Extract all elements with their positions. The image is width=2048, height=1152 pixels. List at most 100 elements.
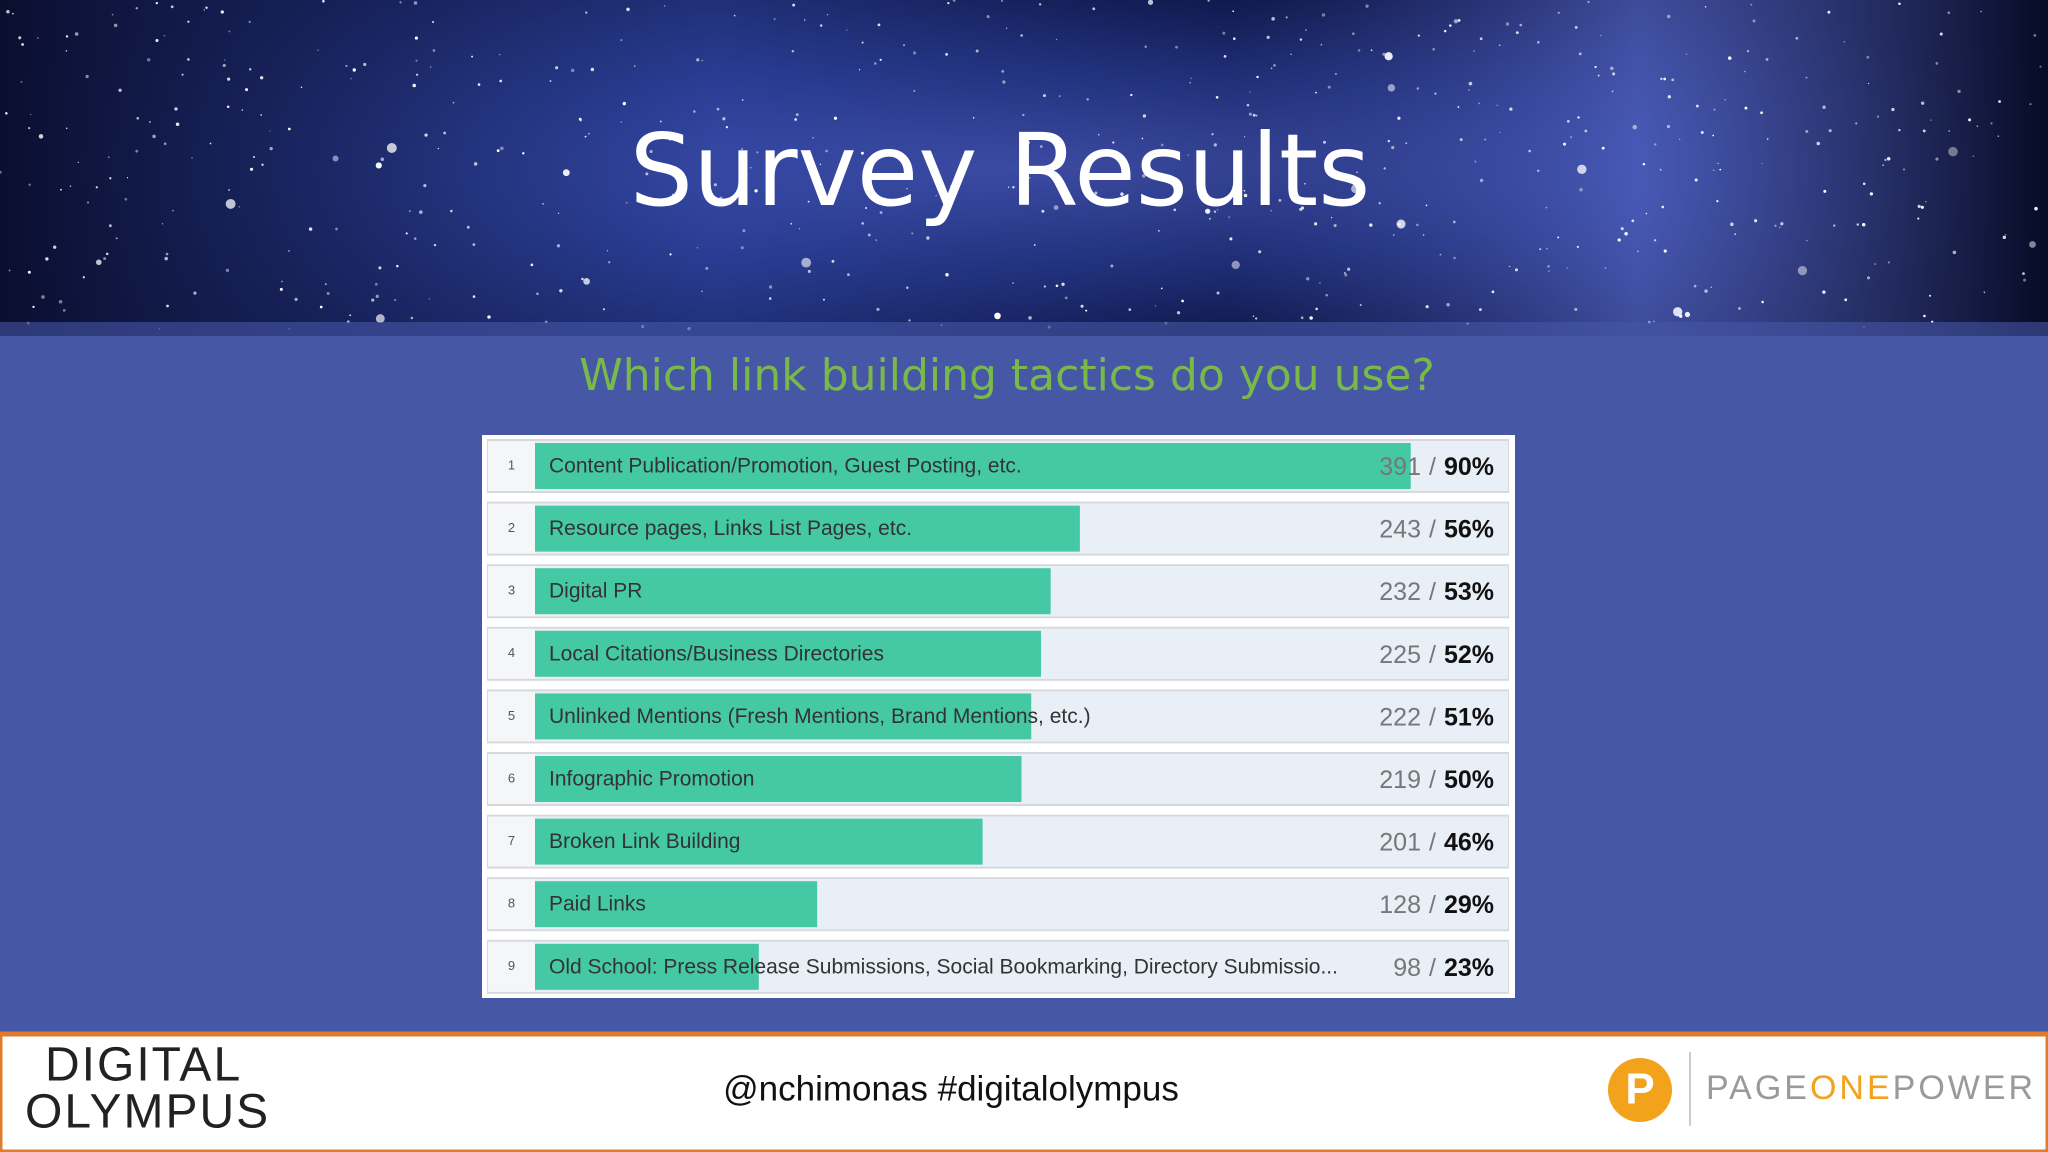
- star: [1867, 82, 1870, 85]
- star: [1309, 316, 1313, 320]
- star: [1666, 14, 1671, 19]
- star: [1719, 168, 1722, 171]
- star: [1694, 178, 1698, 182]
- star: [1930, 119, 1932, 122]
- star: [1499, 131, 1501, 134]
- star: [148, 120, 151, 123]
- star: [380, 157, 385, 162]
- star: [1028, 316, 1032, 320]
- star: [193, 291, 197, 295]
- star: [725, 125, 729, 129]
- star: [58, 300, 63, 304]
- star: [1315, 307, 1318, 311]
- star: [1086, 98, 1089, 101]
- star: [1141, 137, 1144, 140]
- star: [1383, 167, 1386, 170]
- star: [416, 73, 419, 76]
- star: [1717, 162, 1719, 165]
- bar: [535, 443, 1411, 489]
- star: [1917, 217, 1920, 220]
- star: [175, 122, 180, 127]
- star: [1754, 219, 1758, 223]
- star: [1519, 23, 1523, 27]
- star: [136, 116, 140, 120]
- star: [87, 201, 90, 204]
- star: [847, 273, 850, 277]
- category-label: Infographic Promotion: [549, 768, 754, 791]
- star: [926, 236, 930, 240]
- star: [903, 44, 905, 47]
- star: [1611, 90, 1614, 93]
- star: [77, 161, 79, 163]
- star: [1548, 270, 1550, 272]
- star: [1797, 266, 1808, 276]
- star: [1396, 219, 1406, 229]
- percent: 56%: [1444, 515, 1494, 543]
- star: [1574, 26, 1578, 29]
- star: [1357, 49, 1361, 52]
- rank: 2: [508, 520, 515, 535]
- rank: 9: [508, 958, 515, 973]
- star: [1002, 80, 1006, 84]
- star: [288, 249, 290, 252]
- star: [1231, 260, 1240, 270]
- star: [876, 307, 880, 311]
- star: [431, 20, 435, 24]
- star: [433, 243, 437, 247]
- star: [2023, 278, 2027, 282]
- bar: [535, 693, 1032, 740]
- star: [111, 13, 114, 16]
- star: [945, 272, 949, 277]
- star: [1666, 125, 1671, 129]
- star: [1216, 291, 1220, 295]
- star: [209, 142, 212, 145]
- star: [1058, 95, 1061, 98]
- star: [1673, 307, 1683, 317]
- star: [300, 86, 303, 89]
- star: [62, 308, 66, 312]
- star: [1584, 129, 1588, 133]
- star: [1539, 248, 1542, 251]
- star: [32, 305, 35, 309]
- star: [873, 62, 877, 65]
- star: [345, 64, 348, 68]
- bar: [535, 568, 1051, 615]
- star: [109, 177, 112, 180]
- star: [496, 149, 500, 153]
- star: [155, 2, 158, 5]
- star: [1305, 29, 1307, 31]
- star: [659, 120, 662, 123]
- star: [913, 89, 916, 93]
- star: [424, 133, 428, 137]
- star: [1158, 230, 1160, 232]
- star: [875, 239, 878, 241]
- star: [21, 43, 24, 46]
- star: [499, 79, 503, 83]
- star: [1327, 85, 1331, 89]
- star: [1434, 92, 1437, 95]
- star: [1243, 189, 1246, 192]
- star: [2033, 34, 2037, 37]
- star: [1085, 309, 1088, 312]
- count: 222: [1379, 703, 1421, 731]
- star: [570, 68, 575, 73]
- percent: 50%: [1444, 766, 1494, 794]
- star: [1232, 37, 1236, 40]
- star: [1998, 100, 2001, 103]
- star: [2029, 241, 2036, 248]
- value-label: 225 / 52%: [1379, 640, 1494, 668]
- star: [1278, 199, 1282, 202]
- star: [115, 237, 118, 240]
- count: 225: [1379, 640, 1421, 668]
- star: [2029, 103, 2032, 106]
- star: [1866, 55, 1870, 59]
- star: [879, 211, 883, 215]
- star: [269, 130, 271, 132]
- star: [1449, 24, 1452, 27]
- star: [1012, 186, 1015, 189]
- star: [375, 162, 382, 169]
- star: [220, 10, 224, 14]
- star: [1920, 101, 1925, 105]
- star: [1181, 299, 1184, 303]
- bar: [535, 756, 1022, 802]
